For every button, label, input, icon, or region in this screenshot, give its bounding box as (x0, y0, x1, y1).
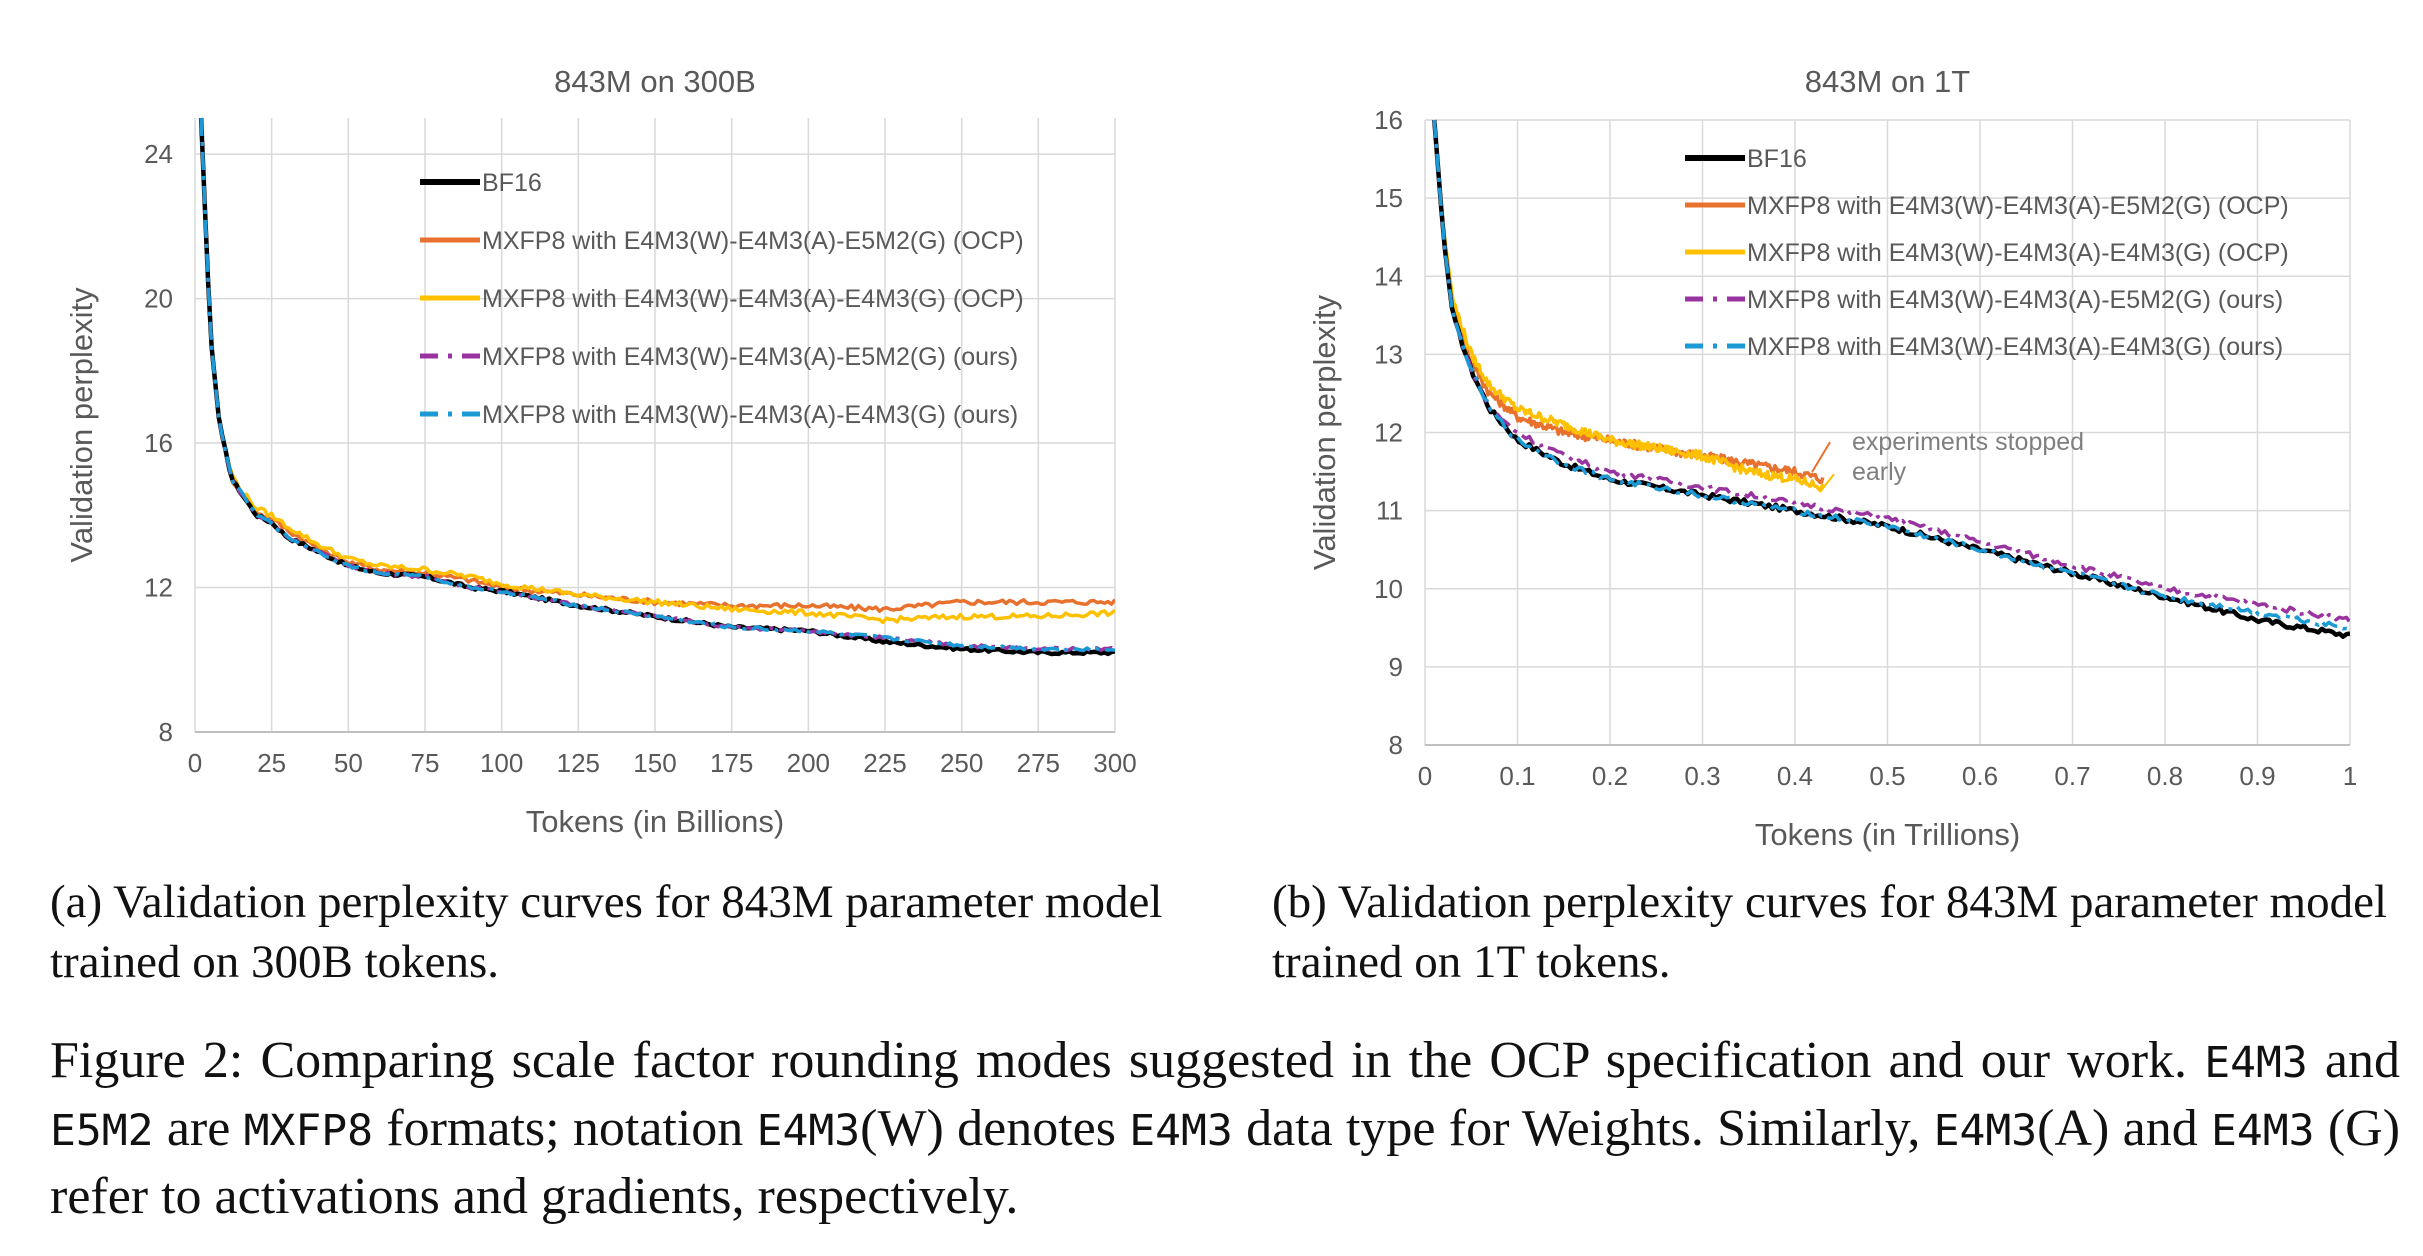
legend-label: MXFP8 with E4M3(W)-E4M3(A)-E4M3(G) (OCP) (482, 285, 1024, 313)
y-tick-label: 12 (144, 573, 173, 603)
x-axis-label: Tokens (in Trillions) (1755, 817, 2020, 852)
x-tick-label: 0.2 (1592, 761, 1628, 791)
chart-a: 8 12 16 20 24 0 25 50 75 100 125 150 175 200 225 250 275… (64, 64, 1137, 839)
caption-b: (b) Validation perplexity curves for 843… (1272, 876, 2388, 988)
y-tick-label: 16 (144, 428, 173, 458)
y-tick-label: 8 (1389, 730, 1403, 760)
legend-label: BF16 (482, 169, 542, 197)
figure-caption-text: and (2307, 1032, 2400, 1089)
x-tick-label: 0.4 (1777, 761, 1813, 791)
figure-caption-text: data type for Weights. Similarly, (1232, 1100, 1934, 1157)
legend-label: MXFP8 with E4M3(W)-E4M3(A)-E5M2(G) (OCP) (482, 227, 1024, 255)
chart-title: 843M on 300B (554, 64, 756, 99)
x-tick-label: 0 (1418, 761, 1432, 791)
figure-caption-text: (W) denotes (860, 1100, 1130, 1157)
series-line-4 (1432, 119, 2350, 624)
x-tick-label: 300 (1093, 748, 1136, 778)
y-tick-label: 15 (1374, 183, 1403, 213)
y-tick-label: 10 (1374, 574, 1403, 604)
figure-caption: Figure 2: Comparing scale factor roundin… (50, 1028, 2400, 1229)
figure-caption-text: are (153, 1100, 244, 1157)
x-tick-label: 100 (480, 748, 523, 778)
x-tick-label: 0.8 (2147, 761, 2183, 791)
legend-label: BF16 (1747, 145, 1807, 173)
x-tick-label: 0 (188, 748, 202, 778)
x-tick-label: 250 (940, 748, 983, 778)
figure-caption-text: (A) and (2037, 1100, 2211, 1157)
y-tick-label: 20 (144, 284, 173, 314)
series-line-1 (198, 117, 1115, 657)
code-e4m3: E4M3 (1933, 1106, 2038, 1156)
y-axis-label: Validation perplexity (64, 287, 99, 563)
x-tick-label: 225 (863, 748, 906, 778)
figure-caption-text: Figure 2: Comparing scale factor roundin… (50, 1032, 2188, 1089)
x-tick-label: 125 (557, 748, 600, 778)
legend-label: MXFP8 with E4M3(W)-E4M3(A)-E4M3(G) (ours… (482, 401, 1018, 429)
x-tick-label: 200 (787, 748, 830, 778)
x-axis-label: Tokens (in Billions) (526, 804, 784, 839)
x-tick-label: 1 (2343, 761, 2357, 791)
x-tick-label: 25 (257, 748, 286, 778)
code-e4m3: E4M3 (1129, 1106, 1233, 1156)
series-line-5 (1432, 119, 2350, 632)
x-tick-label: 275 (1017, 748, 1060, 778)
x-tick-label: 50 (334, 748, 363, 778)
series-line-1 (1432, 119, 2350, 639)
figure-caption-text: formats; notation (373, 1100, 757, 1157)
annotation-leader (1819, 473, 1835, 493)
x-tick-label: 0.1 (1499, 761, 1535, 791)
y-tick-label: 8 (159, 717, 173, 747)
caption-a: (a) Validation perplexity curves for 843… (50, 876, 1163, 988)
legend-label: MXFP8 with E4M3(W)-E4M3(A)-E4M3(G) (ours… (1747, 333, 2283, 361)
x-tick-label: 0.3 (1684, 761, 1720, 791)
y-tick-label: 13 (1374, 339, 1403, 369)
y-tick-label: 24 (144, 139, 173, 169)
x-tick-label: 0.9 (2239, 761, 2275, 791)
series-line-5 (199, 117, 1115, 653)
y-axis-label: Validation perplexity (1307, 294, 1342, 570)
x-tick-label: 150 (633, 748, 676, 778)
legend-label: MXFP8 with E4M3(W)-E4M3(A)-E5M2(G) (OCP) (1747, 192, 2289, 220)
plot-area (198, 117, 1115, 657)
series-line-4 (199, 117, 1115, 653)
figure-caption-text: (G) refer to activations and gradients, … (50, 1100, 2401, 1225)
chart-b: 8 9 10 11 12 13 14 15 16 0 0.1 0.2 0.3 0.4 0.5 0.6 0.7 0.… (1307, 64, 2357, 852)
x-tick-label: 0.6 (1962, 761, 1998, 791)
legend-label: MXFP8 with E4M3(W)-E4M3(A)-E5M2(G) (ours… (1747, 286, 2283, 314)
y-tick-label: 16 (1374, 105, 1403, 135)
x-tick-label: 0.7 (2054, 761, 2090, 791)
annotation-text: experiments stopped (1852, 428, 2084, 456)
code-e4m3: E4M3 (756, 1106, 861, 1156)
legend-label: MXFP8 with E4M3(W)-E4M3(A)-E5M2(G) (ours… (482, 343, 1018, 371)
series-line-3 (1432, 119, 1825, 492)
plot-area (1432, 119, 2350, 639)
series-line-2 (1432, 119, 1825, 485)
annotation-text: early (1852, 458, 1907, 486)
x-tick-label: 0.5 (1869, 761, 1905, 791)
y-tick-label: 11 (1376, 496, 1403, 526)
code-mxfp8: MXFP8 (243, 1106, 374, 1156)
chart-title: 843M on 1T (1805, 64, 1970, 99)
y-tick-label: 14 (1374, 261, 1403, 291)
code-e5m2: E5M2 (50, 1106, 154, 1156)
code-e4m3: E4M3 (2210, 1106, 2315, 1156)
x-tick-label: 175 (710, 748, 753, 778)
y-tick-label: 9 (1389, 652, 1403, 682)
code-e4m3: E4M3 (2204, 1038, 2308, 1088)
y-tick-label: 12 (1374, 418, 1403, 448)
legend-label: MXFP8 with E4M3(W)-E4M3(A)-E4M3(G) (OCP) (1747, 239, 2289, 267)
series-line-3 (199, 117, 1115, 625)
annotation-leader (1811, 441, 1831, 473)
x-tick-label: 75 (411, 748, 440, 778)
